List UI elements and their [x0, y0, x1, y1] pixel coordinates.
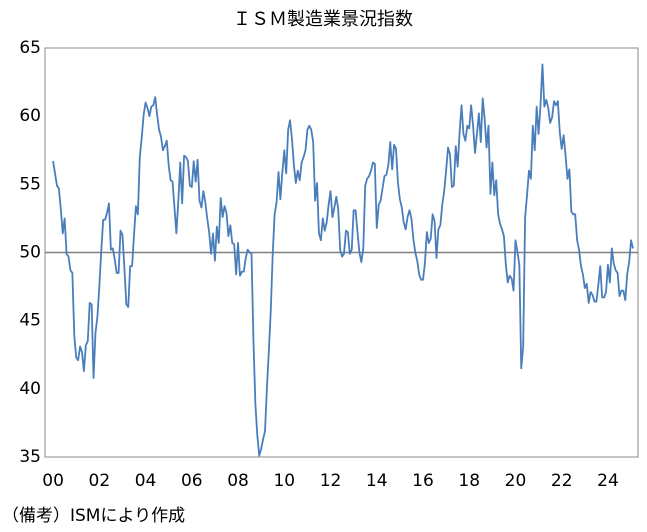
x-tick-label: 16	[412, 471, 434, 491]
x-tick-label: 10	[273, 471, 295, 491]
data-line	[52, 63, 634, 457]
x-tick-label: 06	[181, 471, 203, 491]
x-tick-label: 14	[366, 471, 388, 491]
source-note: （備考）ISMにより作成	[2, 506, 185, 526]
y-tick-label: 45	[19, 311, 41, 331]
x-tick-label: 18	[458, 471, 480, 491]
x-tick-label: 12	[320, 471, 342, 491]
x-tick-label: 22	[551, 471, 573, 491]
y-tick-label: 40	[19, 379, 41, 399]
y-tick-label: 35	[19, 447, 41, 467]
x-tick-label: 20	[505, 471, 527, 491]
y-tick-label: 65	[19, 38, 41, 58]
x-tick-label: 08	[227, 471, 249, 491]
x-tick-label: 00	[42, 471, 64, 491]
y-tick-label: 50	[19, 243, 41, 263]
y-tick-label: 55	[19, 174, 41, 194]
x-tick-label: 02	[89, 471, 111, 491]
chart-title: ＩＳＭ製造業景況指数	[233, 9, 413, 30]
y-tick-label: 60	[19, 106, 41, 126]
x-tick-label: 24	[597, 471, 619, 491]
x-tick-label: 04	[135, 471, 157, 491]
